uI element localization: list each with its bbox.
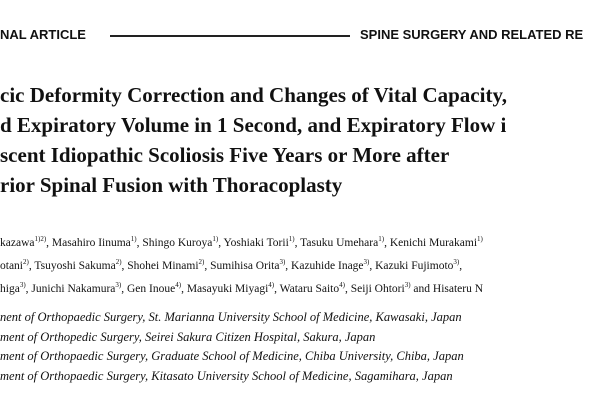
separator: and [410, 282, 433, 295]
separator: , [344, 282, 351, 295]
author-name: Shohei Minami [127, 259, 199, 272]
author-affiliation-mark: 3) [404, 280, 411, 289]
author-name: Yoshiaki Torii [223, 236, 289, 249]
affiliations: nent of Orthopaedic Surgery, St. Mariann… [0, 308, 464, 386]
author-name: Sumihisa Orita [210, 259, 280, 272]
separator: , [384, 236, 390, 249]
author-affiliation-mark: 3) [115, 280, 122, 289]
author-affiliation-mark: 4) [339, 280, 345, 289]
author-name: Kazuki Fujimoto [375, 259, 454, 272]
author-name: Tsuyoshi Sakuma [34, 259, 116, 272]
separator: , [274, 282, 280, 295]
author-name: otani [0, 259, 23, 272]
author-affiliation-mark: 1) [477, 235, 483, 243]
affiliation: nent of Orthopaedic Surgery, St. Mariann… [0, 310, 462, 324]
author-line: kazawa1)2), Masahiro Iinuma1), Shingo Ku… [0, 230, 483, 253]
author-name: Masayuki Miyagi [186, 282, 269, 295]
title: cic Deformity Correction and Changes of … [0, 80, 507, 200]
author-name: Wataru Saito [279, 282, 340, 295]
author-line: otani2), Tsuyoshi Sakuma2), Shohei Minam… [0, 253, 483, 276]
author-affiliation-mark: 2) [23, 257, 29, 266]
journal-name: SPINE SURGERY AND RELATED RE [360, 27, 584, 42]
affiliation: ment of Orthopaedic Surgery, Kitasato Un… [0, 368, 453, 383]
author-affiliation-mark: 4) [175, 280, 182, 289]
author-affiliation-mark: 4) [268, 280, 275, 289]
title-line: scent Idiopathic Scoliosis Five Years or… [0, 143, 450, 167]
header-rule [110, 35, 350, 37]
author-affiliation-mark: 3) [363, 257, 370, 266]
author-name: Gen Inoue [127, 282, 176, 295]
separator: , [46, 236, 52, 249]
separator: , [28, 259, 35, 272]
author-affiliation-mark: 2) [198, 257, 205, 266]
author-name: Kazuhide Inage [291, 259, 364, 272]
affiliation: ment of Orthopaedic Surgery, Graduate Sc… [0, 349, 464, 363]
separator: , [459, 259, 463, 272]
author-affiliation-mark: 2) [115, 257, 122, 266]
author-name: Kenichi Murakami [389, 236, 478, 249]
author-name: Masahiro Iinuma [51, 236, 131, 249]
author-affiliation-mark: 1) [288, 235, 295, 243]
author-affiliation-mark: 1) [378, 235, 385, 243]
title-line: d Expiratory Volume in 1 Second, and Exp… [0, 113, 507, 137]
author-name: Shingo Kuroya [142, 236, 213, 249]
author-name: higa [0, 282, 20, 295]
author-name: kazawa [0, 236, 35, 249]
separator: , [25, 282, 32, 295]
title-line: cic Deformity Correction and Changes of … [0, 83, 508, 107]
separator: , [285, 259, 292, 272]
author-affiliation-mark: 1) [130, 235, 137, 243]
author-name: Junichi Nakamura [31, 282, 116, 295]
separator: , [369, 259, 376, 272]
affiliation: ment of Orthopedic Surgery, Seirei Sakur… [0, 329, 376, 344]
author-name: Seiji Ohtori [350, 282, 405, 295]
separator: , [121, 259, 128, 272]
authors: kazawa1)2), Masahiro Iinuma1), Shingo Ku… [0, 230, 483, 298]
separator: , [204, 259, 211, 272]
title-line: rior Spinal Fusion with Thoracoplasty [0, 173, 343, 197]
journal-section: NAL ARTICLE [0, 27, 86, 42]
author-affiliation-mark: 3) [19, 280, 26, 289]
author-affiliation-mark: 1) [212, 235, 219, 243]
separator: , [181, 282, 187, 295]
separator: , [294, 236, 301, 249]
author-affiliation-mark: 3) [453, 257, 460, 266]
author-name: Hisateru N [432, 282, 484, 295]
separator: , [121, 282, 127, 295]
separator: , [136, 236, 143, 249]
author-affiliation-mark: 1)2) [34, 235, 47, 243]
author-line: higa3), Junichi Nakamura3), Gen Inoue4),… [0, 276, 483, 299]
author-affiliation-mark: 3) [279, 257, 286, 266]
separator: , [218, 236, 224, 249]
author-name: Tasuku Umehara [300, 236, 379, 249]
